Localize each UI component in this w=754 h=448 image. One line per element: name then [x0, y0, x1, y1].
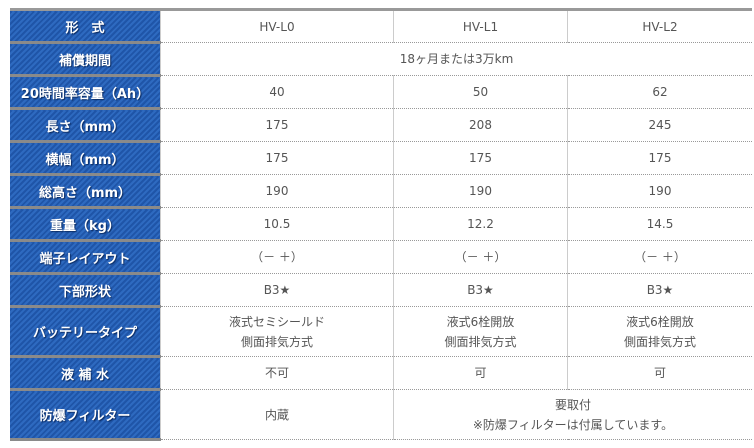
header-length: 長さ（mm） [10, 108, 161, 143]
cell: 10.5 [160, 207, 394, 241]
cell: 14.5 [567, 207, 752, 241]
cell: B3★ [567, 273, 752, 307]
cell: 50 [393, 75, 568, 109]
cell: 175 [160, 108, 394, 142]
header-filter: 防爆フィルター [10, 389, 161, 441]
row-width: 横幅（mm） 175 175 175 [10, 141, 752, 176]
cell: （－ ＋） [393, 240, 568, 274]
row-filter: 防爆フィルター 内蔵 要取付 ※防爆フィルターは付属しています。 [10, 389, 752, 441]
cell: B3★ [393, 273, 568, 307]
cell: 62 [567, 75, 752, 109]
row-model: 形 式 HV-L0 HV-L1 HV-L2 [10, 9, 752, 44]
cell: 190 [393, 174, 568, 208]
cell: 要取付 ※防爆フィルターは付属しています。 [393, 389, 752, 440]
header-weight: 重量（kg） [10, 207, 161, 242]
cell: 12.2 [393, 207, 568, 241]
cell: 175 [160, 141, 394, 175]
row-capacity: 20時間率容量（Ah） 40 50 62 [10, 75, 752, 110]
cell: 18ヶ月または3万km [160, 42, 752, 76]
cell: 245 [567, 108, 752, 142]
header-capacity: 20時間率容量（Ah） [10, 75, 161, 110]
line: 側面排気方式 [623, 334, 696, 349]
cell: 190 [567, 174, 752, 208]
line: 液式6栓開放 [446, 314, 515, 329]
line: 液式セミシールド [228, 314, 325, 329]
row-type: バッテリータイプ 液式セミシールド 側面排気方式 液式6栓開放 側面排気方式 液式6… [10, 306, 752, 358]
cell: 液式6栓開放 側面排気方式 [393, 306, 568, 357]
cell: 40 [160, 75, 394, 109]
cell: 可 [393, 356, 568, 390]
cell: （－ ＋） [567, 240, 752, 274]
header-height: 総高さ（mm） [10, 174, 161, 209]
line: 側面排気方式 [240, 334, 313, 349]
cell: 内蔵 [160, 389, 394, 440]
row-bottom: 下部形状 B3★ B3★ B3★ [10, 273, 752, 308]
header-model: 形 式 [10, 9, 161, 44]
cell: 208 [393, 108, 568, 142]
header-water: 液 補 水 [10, 356, 161, 391]
row-length: 長さ（mm） 175 208 245 [10, 108, 752, 143]
cell: HV-L2 [567, 9, 752, 43]
cell: 液式6栓開放 側面排気方式 [567, 306, 752, 357]
row-warranty: 補償期間 18ヶ月または3万km [10, 42, 752, 77]
cell: （－ ＋） [160, 240, 394, 274]
row-height: 総高さ（mm） 190 190 190 [10, 174, 752, 209]
header-terminal: 端子レイアウト [10, 240, 161, 275]
line: ※防爆フィルターは付属しています。 [472, 417, 674, 432]
header-type: バッテリータイプ [10, 306, 161, 358]
cell: HV-L0 [160, 9, 394, 43]
row-water: 液 補 水不可可可 [10, 356, 752, 391]
cell: 可 [567, 356, 752, 390]
spec-table: 形 式 HV-L0 HV-L1 HV-L2 補償期間 18ヶ月または3万km 20時間率… [10, 8, 752, 441]
cell: B3★ [160, 273, 394, 307]
cell: 175 [393, 141, 568, 175]
header-bottom: 下部形状 [10, 273, 161, 308]
header-warranty: 補償期間 [10, 42, 161, 77]
cell: 175 [567, 141, 752, 175]
cell: 不可 [160, 356, 394, 390]
line: 液式6栓開放 [626, 314, 694, 329]
header-width: 横幅（mm） [10, 141, 161, 176]
line: 要取付 [554, 397, 591, 412]
row-weight: 重量（kg） 10.5 12.2 14.5 [10, 207, 752, 242]
line: 側面排気方式 [444, 334, 517, 349]
row-terminal: 端子レイアウト （－ ＋） （－ ＋） （－ ＋） [10, 240, 752, 275]
cell: 190 [160, 174, 394, 208]
cell: HV-L1 [393, 9, 568, 43]
cell: 液式セミシールド 側面排気方式 [160, 306, 394, 357]
